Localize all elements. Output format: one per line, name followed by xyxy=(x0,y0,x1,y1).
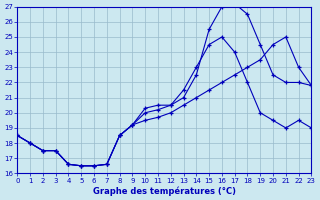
X-axis label: Graphe des températures (°C): Graphe des températures (°C) xyxy=(93,186,236,196)
